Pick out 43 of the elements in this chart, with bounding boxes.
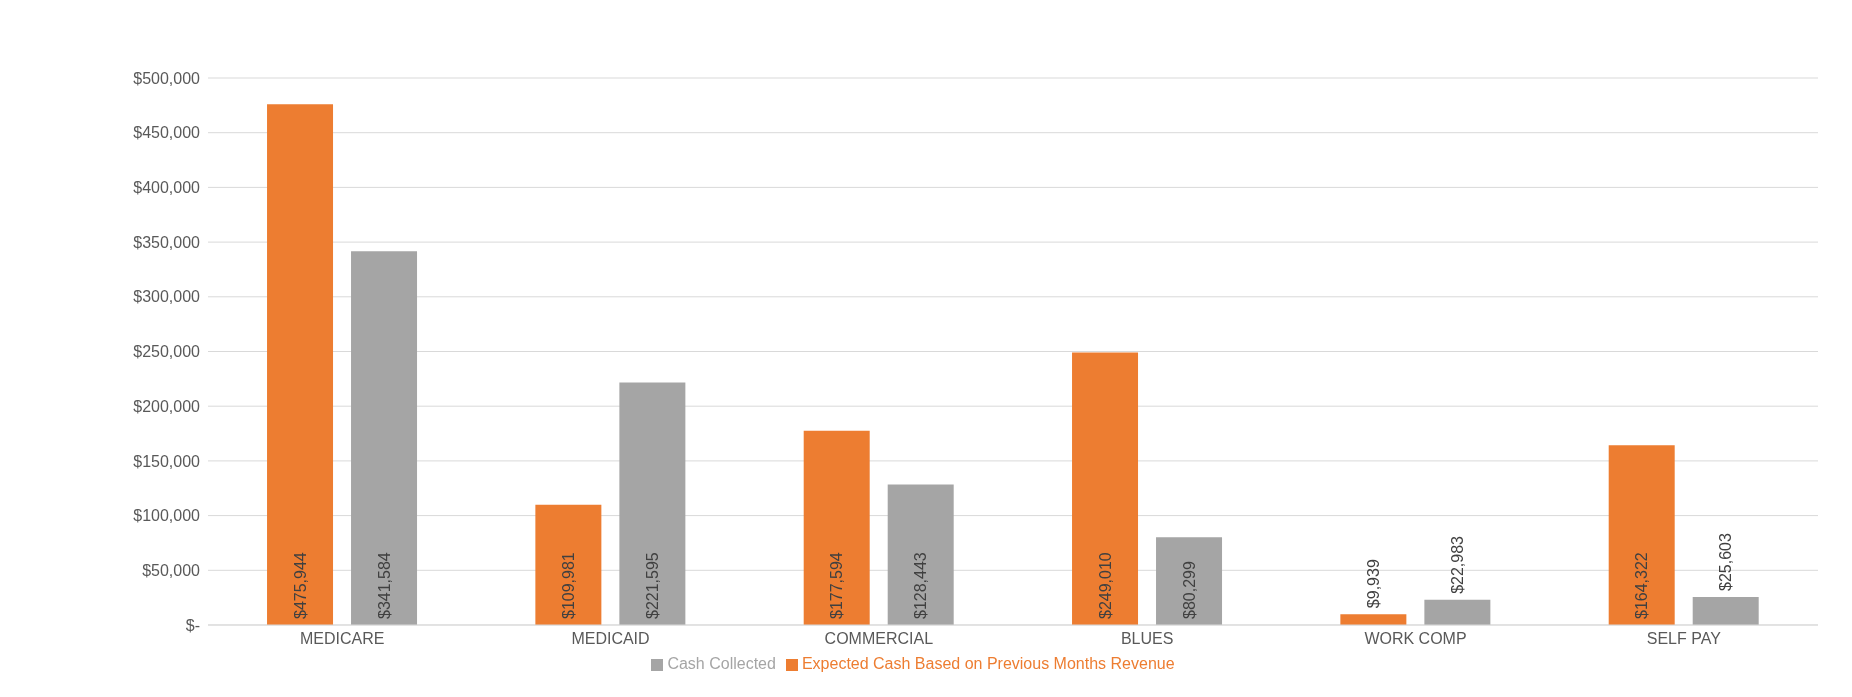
data-label: $22,983 xyxy=(1448,535,1466,594)
bar xyxy=(1340,614,1407,625)
data-label: $221,595 xyxy=(643,552,661,619)
bar xyxy=(351,251,418,625)
y-tick-label: $200,000 xyxy=(133,397,201,415)
y-tick-label: $- xyxy=(185,616,200,634)
x-tick-label: MEDICAID xyxy=(571,630,650,648)
y-tick-label: $500,000 xyxy=(133,69,201,87)
data-label: $341,584 xyxy=(375,552,393,619)
x-tick-label: WORK COMP xyxy=(1364,630,1467,648)
bar xyxy=(535,504,602,625)
bar xyxy=(1608,445,1675,625)
x-tick-label: BLUES xyxy=(1120,630,1174,648)
bar xyxy=(1072,352,1139,625)
y-tick-label: $300,000 xyxy=(133,288,201,306)
x-tick-label: SELF PAY xyxy=(1646,630,1722,648)
data-label: $25,603 xyxy=(1717,533,1735,591)
y-tick-label: $350,000 xyxy=(133,233,201,251)
bar xyxy=(887,484,954,625)
bar xyxy=(1692,596,1759,625)
y-tick-label: $450,000 xyxy=(133,124,201,142)
y-tick-label: $150,000 xyxy=(133,452,201,470)
data-label: $177,594 xyxy=(828,552,846,619)
data-label: $128,443 xyxy=(912,552,930,619)
y-tick-label: $100,000 xyxy=(133,507,201,525)
data-label: $9,939 xyxy=(1364,559,1382,609)
y-tick-label: $250,000 xyxy=(133,343,201,361)
data-label: $249,010 xyxy=(1096,552,1114,619)
bar xyxy=(803,430,870,625)
x-tick-label: MEDICARE xyxy=(299,630,385,648)
bar xyxy=(619,382,686,625)
bar xyxy=(1424,599,1491,625)
y-tick-label: $50,000 xyxy=(142,561,201,579)
legend-label: Expected Cash Based on Previous Months Revenue xyxy=(801,655,1175,672)
bar xyxy=(267,104,334,625)
data-label: $475,944 xyxy=(291,552,309,619)
legend-label: Cash Collected xyxy=(667,655,776,672)
data-label: $109,981 xyxy=(559,552,577,619)
data-label: $80,299 xyxy=(1180,561,1198,619)
x-tick-label: COMMERCIAL xyxy=(824,630,934,648)
data-label: $164,322 xyxy=(1633,552,1651,619)
bar xyxy=(1156,537,1223,625)
y-tick-label: $400,000 xyxy=(133,179,201,197)
